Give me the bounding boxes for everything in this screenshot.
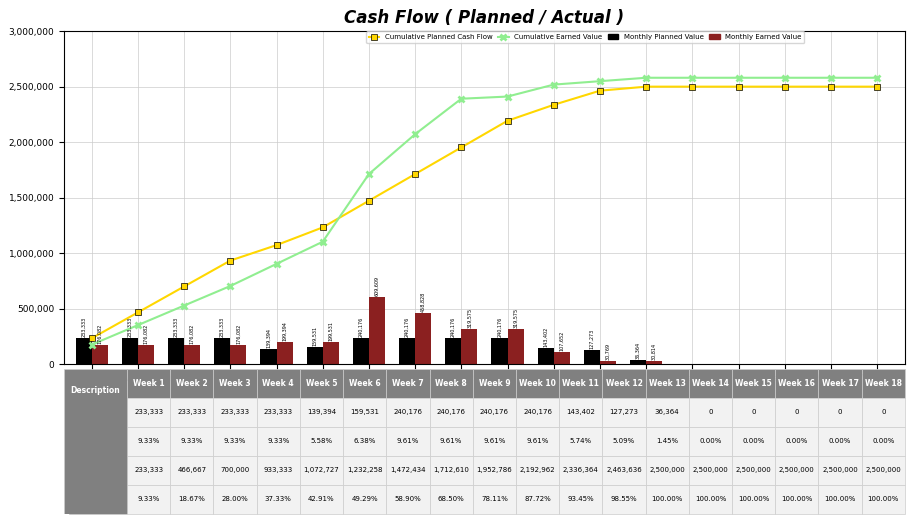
Bar <box>646 361 663 364</box>
Text: 319,575: 319,575 <box>467 308 472 328</box>
Bar <box>600 361 616 364</box>
Bar <box>537 348 554 364</box>
FancyBboxPatch shape <box>64 369 127 514</box>
Text: 233,333: 233,333 <box>81 317 86 337</box>
Text: 30,814: 30,814 <box>652 343 657 360</box>
Text: 240,176: 240,176 <box>358 317 364 337</box>
Text: 240,176: 240,176 <box>497 317 502 337</box>
Text: 319,575: 319,575 <box>513 308 518 328</box>
Text: 199,394: 199,394 <box>282 321 287 341</box>
Title: Cash Flow ( Planned / Actual ): Cash Flow ( Planned / Actual ) <box>345 9 624 27</box>
Text: 240,176: 240,176 <box>405 317 409 337</box>
Bar <box>138 345 154 364</box>
Bar <box>214 338 230 364</box>
Bar <box>76 338 91 364</box>
Bar <box>507 329 524 364</box>
Text: 139,394: 139,394 <box>266 328 271 348</box>
Bar <box>630 360 646 364</box>
Bar <box>91 345 108 364</box>
Bar <box>122 338 138 364</box>
Bar <box>277 342 292 364</box>
Bar <box>492 337 507 364</box>
Text: 176,082: 176,082 <box>190 323 195 344</box>
Bar <box>445 337 462 364</box>
Text: 107,652: 107,652 <box>559 331 564 351</box>
Text: Description: Description <box>70 386 121 395</box>
Bar <box>230 345 247 364</box>
Text: 240,176: 240,176 <box>451 317 456 337</box>
Text: 36,364: 36,364 <box>635 342 641 359</box>
Text: 233,333: 233,333 <box>127 317 133 337</box>
Text: 176,082: 176,082 <box>143 323 148 344</box>
Text: 176,082: 176,082 <box>97 323 102 344</box>
Bar <box>462 329 477 364</box>
Bar <box>584 350 600 364</box>
Text: 159,531: 159,531 <box>312 325 317 346</box>
Bar <box>184 345 200 364</box>
Bar <box>260 349 277 364</box>
Bar <box>168 338 184 364</box>
Bar <box>323 342 339 364</box>
Text: 458,828: 458,828 <box>420 292 426 312</box>
Text: 30,769: 30,769 <box>605 343 611 360</box>
Text: 127,273: 127,273 <box>590 329 594 349</box>
Bar <box>415 313 431 364</box>
Bar <box>554 352 570 364</box>
Text: 609,609: 609,609 <box>375 276 379 296</box>
Text: 199,531: 199,531 <box>328 321 334 341</box>
Text: 233,333: 233,333 <box>174 317 178 337</box>
Bar <box>353 337 369 364</box>
Text: 143,402: 143,402 <box>543 327 548 347</box>
Bar <box>399 337 415 364</box>
Text: 233,333: 233,333 <box>219 317 225 337</box>
Bar <box>306 347 323 364</box>
Legend: Cumulative Planned Cash Flow, Cumulative Earned Value, Monthly Planned Value, Mo: Cumulative Planned Cash Flow, Cumulative… <box>367 31 804 43</box>
Bar <box>369 296 385 364</box>
Text: 176,082: 176,082 <box>236 323 241 344</box>
